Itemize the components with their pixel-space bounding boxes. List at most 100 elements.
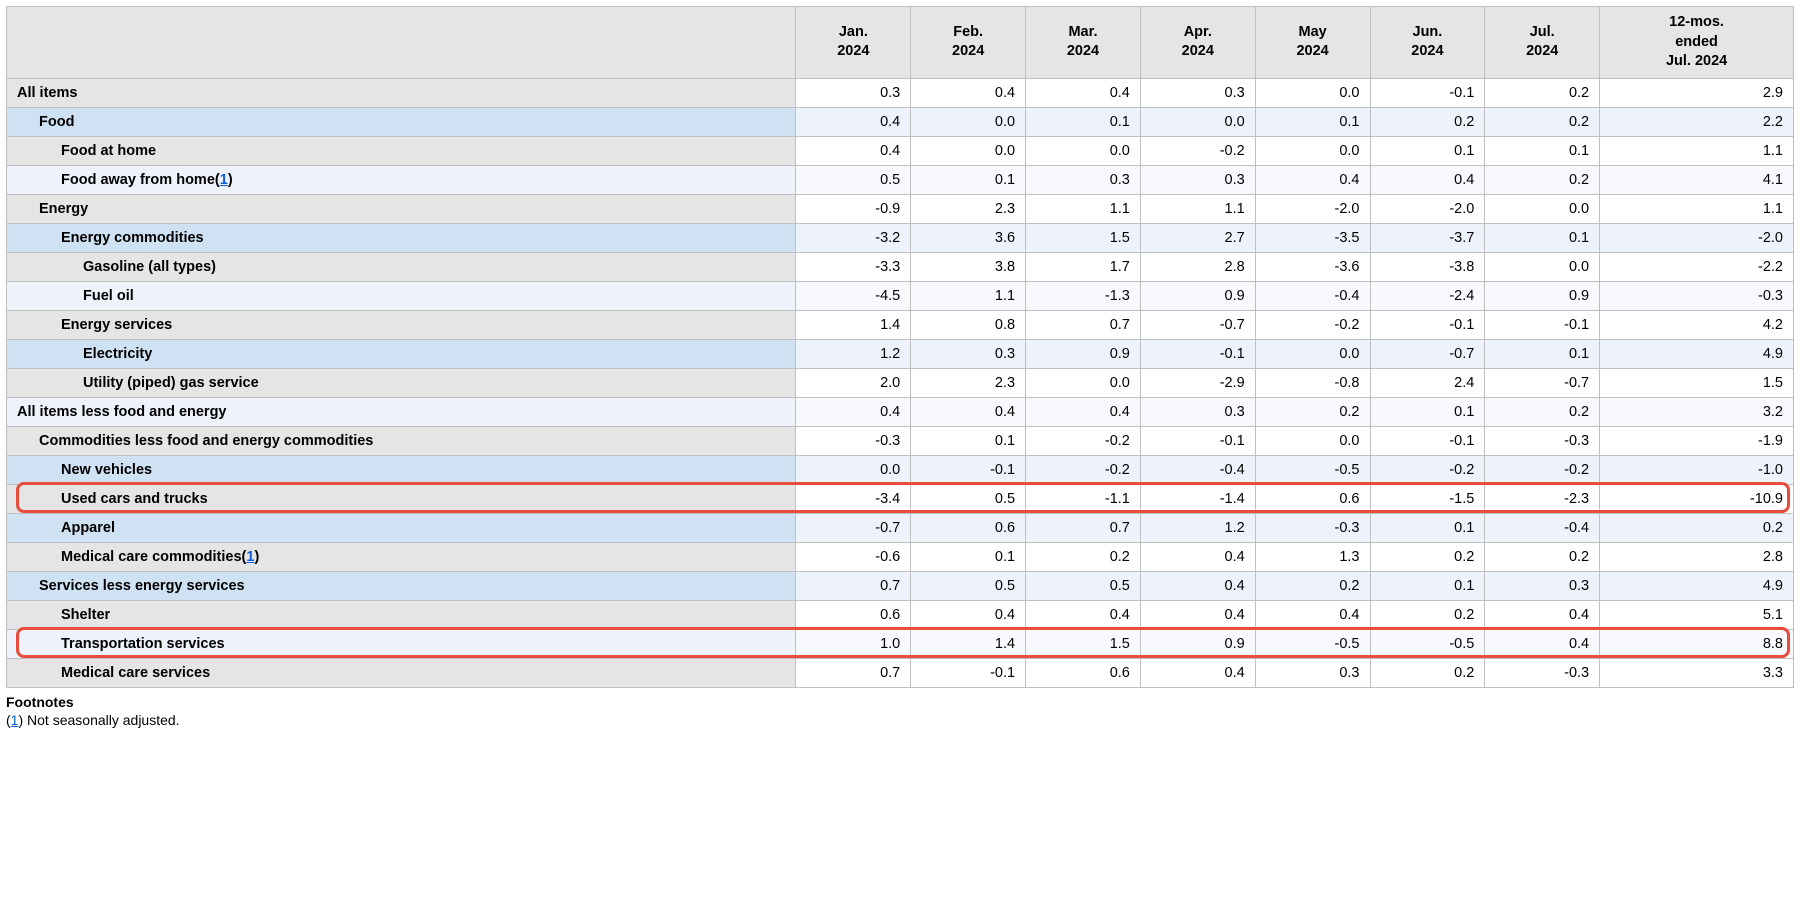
cell-value: 2.9 [1600, 78, 1794, 107]
cell-value: 1.2 [1140, 513, 1255, 542]
row-label: All items [7, 78, 796, 107]
cell-value: -0.5 [1255, 629, 1370, 658]
cell-value: 0.0 [1255, 339, 1370, 368]
cell-value: 0.4 [1026, 600, 1141, 629]
cell-value: 0.0 [911, 107, 1026, 136]
cell-value: -0.7 [1140, 310, 1255, 339]
cell-value: 1.7 [1026, 252, 1141, 281]
footnote-link[interactable]: 1 [220, 172, 228, 188]
cell-value: 0.8 [911, 310, 1026, 339]
cell-value: -2.0 [1255, 194, 1370, 223]
cell-value: 0.5 [796, 165, 911, 194]
table-row: Medical care services0.7-0.10.60.40.30.2… [7, 658, 1794, 687]
cell-value: 0.3 [911, 339, 1026, 368]
cell-value: -0.4 [1255, 281, 1370, 310]
cell-value: -0.2 [1370, 455, 1485, 484]
table-row: Apparel-0.70.60.71.2-0.30.1-0.40.2 [7, 513, 1794, 542]
cpi-table: Jan.2024Feb.2024Mar.2024Apr.2024May2024J… [6, 6, 1794, 688]
cell-value: 0.7 [1026, 513, 1141, 542]
cell-value: 0.9 [1485, 281, 1600, 310]
cell-value: 0.1 [1485, 136, 1600, 165]
cell-value: -0.3 [1600, 281, 1794, 310]
cell-value: -4.5 [796, 281, 911, 310]
row-label: Medical care commodities(1) [7, 542, 796, 571]
cell-value: 1.5 [1026, 629, 1141, 658]
cell-value: -0.1 [1140, 339, 1255, 368]
table-row: Medical care commodities(1)-0.60.10.20.4… [7, 542, 1794, 571]
cell-value: 0.2 [1485, 397, 1600, 426]
cell-value: 2.4 [1370, 368, 1485, 397]
table-row: New vehicles0.0-0.1-0.2-0.4-0.5-0.2-0.2-… [7, 455, 1794, 484]
cell-value: 1.3 [1255, 542, 1370, 571]
row-label: Utility (piped) gas service [7, 368, 796, 397]
cell-value: 0.9 [1140, 281, 1255, 310]
cell-value: -0.3 [1485, 426, 1600, 455]
cell-value: 0.7 [1026, 310, 1141, 339]
cell-value: 1.1 [1026, 194, 1141, 223]
cell-value: -0.1 [1485, 310, 1600, 339]
cell-value: 0.1 [911, 542, 1026, 571]
footnote-number[interactable]: 1 [11, 712, 19, 728]
cell-value: 0.2 [1026, 542, 1141, 571]
cell-value: 0.7 [796, 571, 911, 600]
cell-value: 0.2 [1600, 513, 1794, 542]
cell-value: -2.4 [1370, 281, 1485, 310]
cell-value: 0.4 [1370, 165, 1485, 194]
cell-value: 0.2 [1485, 107, 1600, 136]
cell-value: 0.4 [1026, 78, 1141, 107]
table-row: Fuel oil-4.51.1-1.30.9-0.4-2.40.9-0.3 [7, 281, 1794, 310]
table-row: Transportation services1.01.41.50.9-0.5-… [7, 629, 1794, 658]
cell-value: 0.2 [1255, 571, 1370, 600]
cell-value: 3.6 [911, 223, 1026, 252]
cell-value: 2.3 [911, 368, 1026, 397]
cell-value: 0.0 [1140, 107, 1255, 136]
cell-value: 0.4 [1140, 542, 1255, 571]
cell-value: 0.9 [1026, 339, 1141, 368]
row-label: Electricity [7, 339, 796, 368]
cell-value: 0.5 [911, 484, 1026, 513]
footnote-link[interactable]: 1 [246, 549, 254, 565]
table-row: Commodities less food and energy commodi… [7, 426, 1794, 455]
row-label: Commodities less food and energy commodi… [7, 426, 796, 455]
table-row: Services less energy services0.70.50.50.… [7, 571, 1794, 600]
col-header: Feb.2024 [911, 7, 1026, 79]
cell-value: -0.8 [1255, 368, 1370, 397]
cell-value: -3.7 [1370, 223, 1485, 252]
cell-value: 0.0 [1255, 426, 1370, 455]
table-row: Utility (piped) gas service2.02.30.0-2.9… [7, 368, 1794, 397]
cell-value: 0.4 [1485, 629, 1600, 658]
cell-value: 2.0 [796, 368, 911, 397]
cell-value: -0.3 [1485, 658, 1600, 687]
table-row: All items less food and energy0.40.40.40… [7, 397, 1794, 426]
cell-value: 4.9 [1600, 339, 1794, 368]
cell-value: 0.5 [1026, 571, 1141, 600]
col-header: Jul.2024 [1485, 7, 1600, 79]
cell-value: 0.4 [796, 107, 911, 136]
cell-value: -2.0 [1600, 223, 1794, 252]
cell-value: 1.1 [1600, 136, 1794, 165]
cell-value: 0.0 [796, 455, 911, 484]
cell-value: 0.4 [1140, 600, 1255, 629]
cell-value: 0.6 [796, 600, 911, 629]
cell-value: 1.4 [911, 629, 1026, 658]
cell-value: 0.1 [1370, 136, 1485, 165]
cell-value: 0.6 [1255, 484, 1370, 513]
col-header: May2024 [1255, 7, 1370, 79]
cell-value: -0.4 [1140, 455, 1255, 484]
cell-value: 1.0 [796, 629, 911, 658]
cell-value: 0.4 [911, 397, 1026, 426]
cell-value: 0.4 [796, 397, 911, 426]
cell-value: 0.4 [1255, 600, 1370, 629]
cell-value: 0.3 [1255, 658, 1370, 687]
row-label: Fuel oil [7, 281, 796, 310]
table-row: All items0.30.40.40.30.0-0.10.22.9 [7, 78, 1794, 107]
cell-value: 5.1 [1600, 600, 1794, 629]
cell-value: -0.1 [1370, 78, 1485, 107]
cell-value: -3.3 [796, 252, 911, 281]
cell-value: -0.2 [1140, 136, 1255, 165]
cell-value: 0.2 [1370, 107, 1485, 136]
cell-value: -0.1 [1370, 310, 1485, 339]
cell-value: -0.4 [1485, 513, 1600, 542]
cell-value: 0.0 [1026, 136, 1141, 165]
cell-value: 0.0 [1485, 194, 1600, 223]
